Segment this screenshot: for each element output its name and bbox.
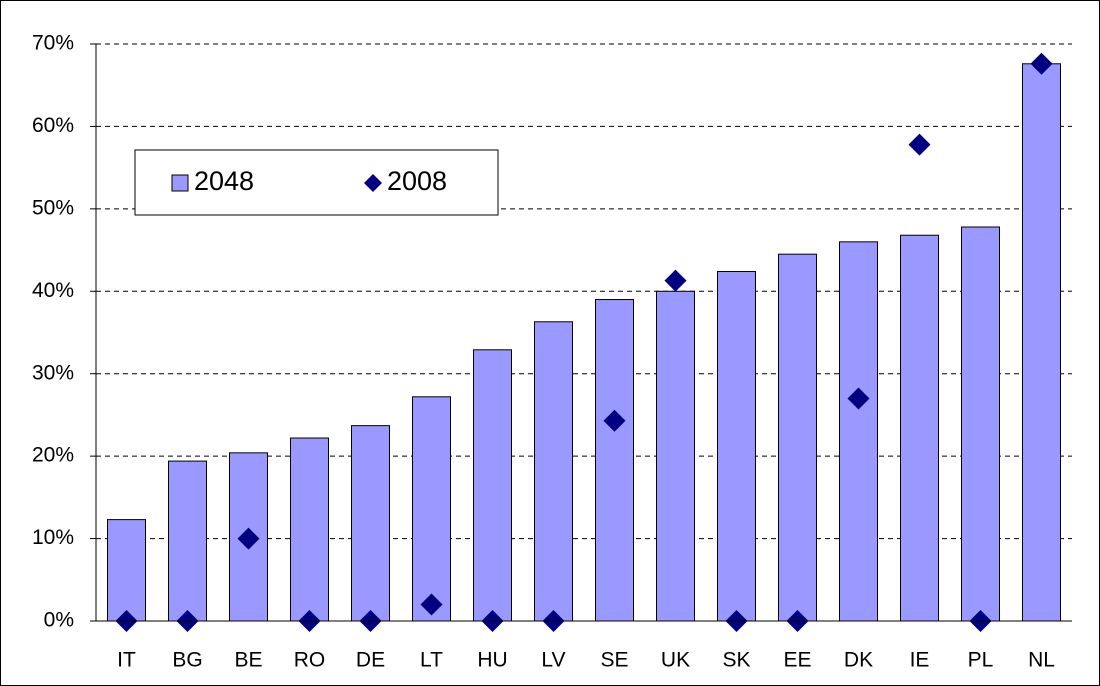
bar (473, 349, 512, 622)
diamond-marker (664, 269, 687, 292)
x-tick-label: BE (234, 649, 262, 672)
x-tick-label: LT (420, 649, 443, 672)
bar (412, 396, 451, 622)
bar (900, 234, 939, 622)
y-tick-label: 60% (32, 114, 74, 137)
y-tick-label: 50% (32, 196, 74, 219)
y-tick-label: 0% (44, 609, 74, 632)
bar (839, 241, 878, 622)
bar (1022, 63, 1061, 622)
x-tick-label: DK (844, 649, 873, 672)
diamond-marker (908, 133, 931, 156)
legend-label: 2048 (194, 166, 254, 196)
bar (168, 460, 207, 622)
x-tick-label: NL (1028, 649, 1055, 672)
y-tick-label: 20% (32, 444, 74, 467)
y-tick-label: 70% (32, 32, 74, 55)
diamond-marker (603, 409, 626, 432)
bar (961, 226, 1000, 622)
x-tick-label: UK (661, 649, 690, 672)
bar (351, 425, 390, 622)
x-tick-label: IE (910, 649, 930, 672)
bar (534, 321, 573, 622)
x-tick-label: DE (356, 649, 385, 672)
legend-box (134, 149, 499, 216)
bar (595, 299, 634, 622)
x-tick-label: SK (722, 649, 750, 672)
x-tick-label: IT (117, 649, 136, 672)
legend-swatch (364, 174, 382, 192)
diamond-marker (420, 593, 443, 616)
y-tick-label: 10% (32, 526, 74, 549)
x-tick-label: LV (541, 649, 565, 672)
x-tick-label: SE (600, 649, 628, 672)
x-tick-label: EE (783, 649, 811, 672)
bar (656, 290, 695, 622)
y-tick-label: 30% (32, 361, 74, 384)
bar (717, 271, 756, 622)
diamond-marker (847, 387, 870, 410)
x-tick-label: PL (968, 649, 994, 672)
x-tick-label: HU (477, 649, 507, 672)
diamond-marker (1030, 52, 1053, 75)
bar (778, 253, 817, 622)
x-tick-label: BG (172, 649, 202, 672)
legend-label: 2008 (387, 166, 447, 196)
y-tick-label: 40% (32, 279, 74, 302)
legend-swatch (171, 174, 189, 192)
diamond-marker (237, 527, 260, 550)
bar (290, 437, 329, 622)
bar (107, 519, 146, 622)
x-tick-label: RO (294, 649, 326, 672)
